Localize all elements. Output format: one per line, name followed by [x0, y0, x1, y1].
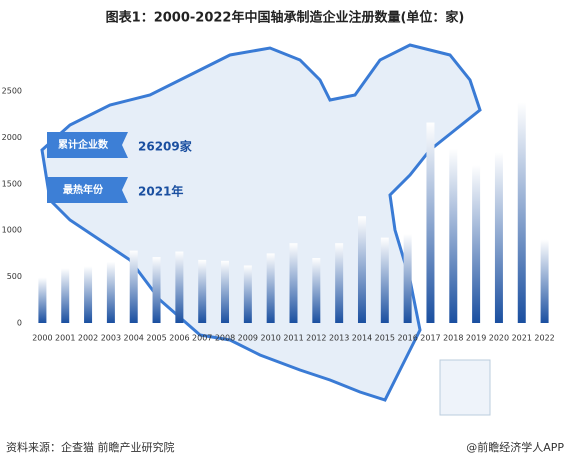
- south-sea-inset: [439, 359, 491, 416]
- chart-title: 图表1：2000-2022年中国轴承制造企业注册数量(单位：家): [106, 10, 465, 26]
- y-tick-label: 1000: [2, 226, 22, 235]
- credit: @前瞻经济学人APP: [466, 440, 564, 454]
- y-tick-label: 2000: [2, 133, 22, 142]
- bar: [198, 259, 207, 323]
- bar: [61, 268, 70, 323]
- bar: [426, 122, 435, 323]
- x-tick-label: 2011: [283, 334, 303, 343]
- x-tick-label: 2004: [124, 334, 144, 343]
- bar: [221, 260, 230, 323]
- x-tick-label: 2013: [329, 334, 349, 343]
- y-tick-label: 500: [7, 272, 22, 281]
- x-tick-label: 2002: [78, 334, 98, 343]
- x-tick-label: 2012: [306, 334, 326, 343]
- x-tick-label: 2007: [192, 334, 212, 343]
- y-tick-label: 0: [17, 319, 22, 328]
- bar: [517, 102, 526, 323]
- bar: [540, 239, 549, 323]
- annotation-ribbon: [47, 177, 128, 203]
- x-tick-label: 2005: [146, 334, 166, 343]
- annotation-value: 2021年: [138, 184, 183, 199]
- y-tick-label: 1500: [2, 179, 22, 188]
- x-tick-label: 2017: [420, 334, 440, 343]
- bar: [38, 277, 47, 323]
- bar: [403, 233, 412, 323]
- bar: [84, 266, 93, 323]
- x-tick-label: 2016: [397, 334, 417, 343]
- x-tick-label: 2020: [489, 334, 509, 343]
- x-tick-label: 2006: [169, 334, 189, 343]
- x-tick-label: 2001: [55, 334, 75, 343]
- bar: [152, 257, 161, 323]
- bar: [335, 243, 344, 323]
- bar: [289, 243, 298, 323]
- bar: [494, 152, 503, 323]
- bar: [357, 216, 366, 323]
- x-tick-label: 2019: [466, 334, 486, 343]
- annotation-label: 累计企业数: [58, 138, 109, 151]
- x-tick-label: 2014: [352, 334, 372, 343]
- bar: [243, 265, 252, 323]
- bar: [449, 148, 458, 323]
- x-tick-label: 2021: [512, 334, 532, 343]
- x-tick-label: 2009: [238, 334, 258, 343]
- source: 资料来源：企查猫 前瞻产业研究院: [6, 440, 175, 454]
- x-tick-label: 2000: [32, 334, 52, 343]
- bar: [380, 237, 389, 323]
- x-tick-label: 2015: [375, 334, 395, 343]
- y-tick-label: 2500: [2, 87, 22, 96]
- bar: [106, 261, 115, 323]
- x-tick-label: 2003: [101, 334, 121, 343]
- x-tick-label: 2022: [534, 334, 554, 343]
- x-tick-label: 2018: [443, 334, 463, 343]
- bar: [266, 253, 275, 323]
- map-background: [40, 43, 482, 402]
- bar: [175, 251, 184, 323]
- annotation-ribbon: [47, 132, 128, 158]
- annotation-value: 26209家: [138, 139, 193, 154]
- bar: [472, 165, 481, 323]
- bar: [129, 250, 138, 323]
- x-tick-label: 2008: [215, 334, 235, 343]
- x-tick-label: 2010: [260, 334, 280, 343]
- annotation-label: 最热年份: [63, 183, 104, 196]
- bar: [312, 258, 321, 323]
